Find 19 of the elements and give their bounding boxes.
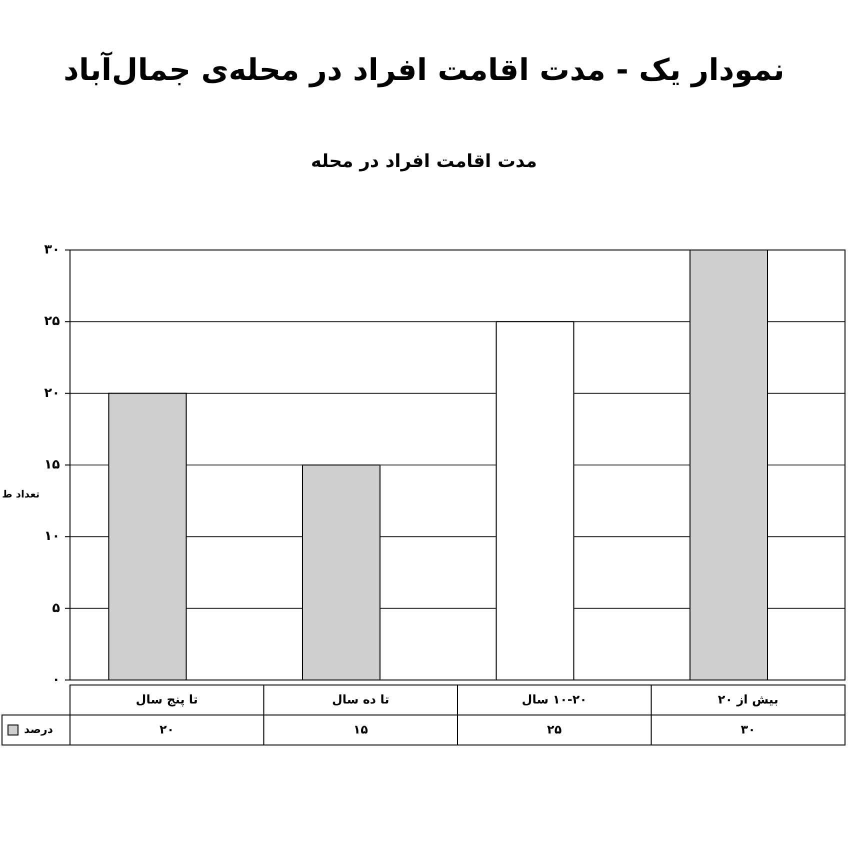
data-label: ۲۵ — [547, 722, 562, 736]
x-tick-label: بیش از ۲۰ — [718, 692, 778, 706]
data-label: ۱۵ — [353, 722, 368, 736]
y-tick-label: ۱۰ — [44, 529, 60, 544]
y-tick-label: ۳۰ — [44, 242, 60, 258]
y-tick-label: ۵ — [52, 600, 60, 616]
y-tick-label: ۰ — [52, 672, 60, 688]
legend-label: درصد — [24, 723, 54, 736]
chart-subtitle: مدت اقامت افراد در محله — [310, 150, 538, 172]
chart-title: نمودار یک - مدت اقامت افراد در محله‌ی جمال‌آباد — [64, 51, 784, 88]
x-tick-label: تا ده سال — [332, 692, 390, 706]
data-label: ۲۰ — [160, 722, 174, 736]
y-axis-title: تعداد ط — [2, 490, 40, 501]
x-tick-label: ۱۰-۲۰ سال — [522, 692, 587, 706]
data-label: ۳۰ — [740, 722, 756, 736]
x-tick-label: تا پنج سال — [136, 692, 198, 706]
y-tick-label: ۱۵ — [44, 458, 60, 473]
y-tick-label: ۲۰ — [44, 386, 60, 401]
y-tick-label: ۲۵ — [44, 314, 60, 330]
